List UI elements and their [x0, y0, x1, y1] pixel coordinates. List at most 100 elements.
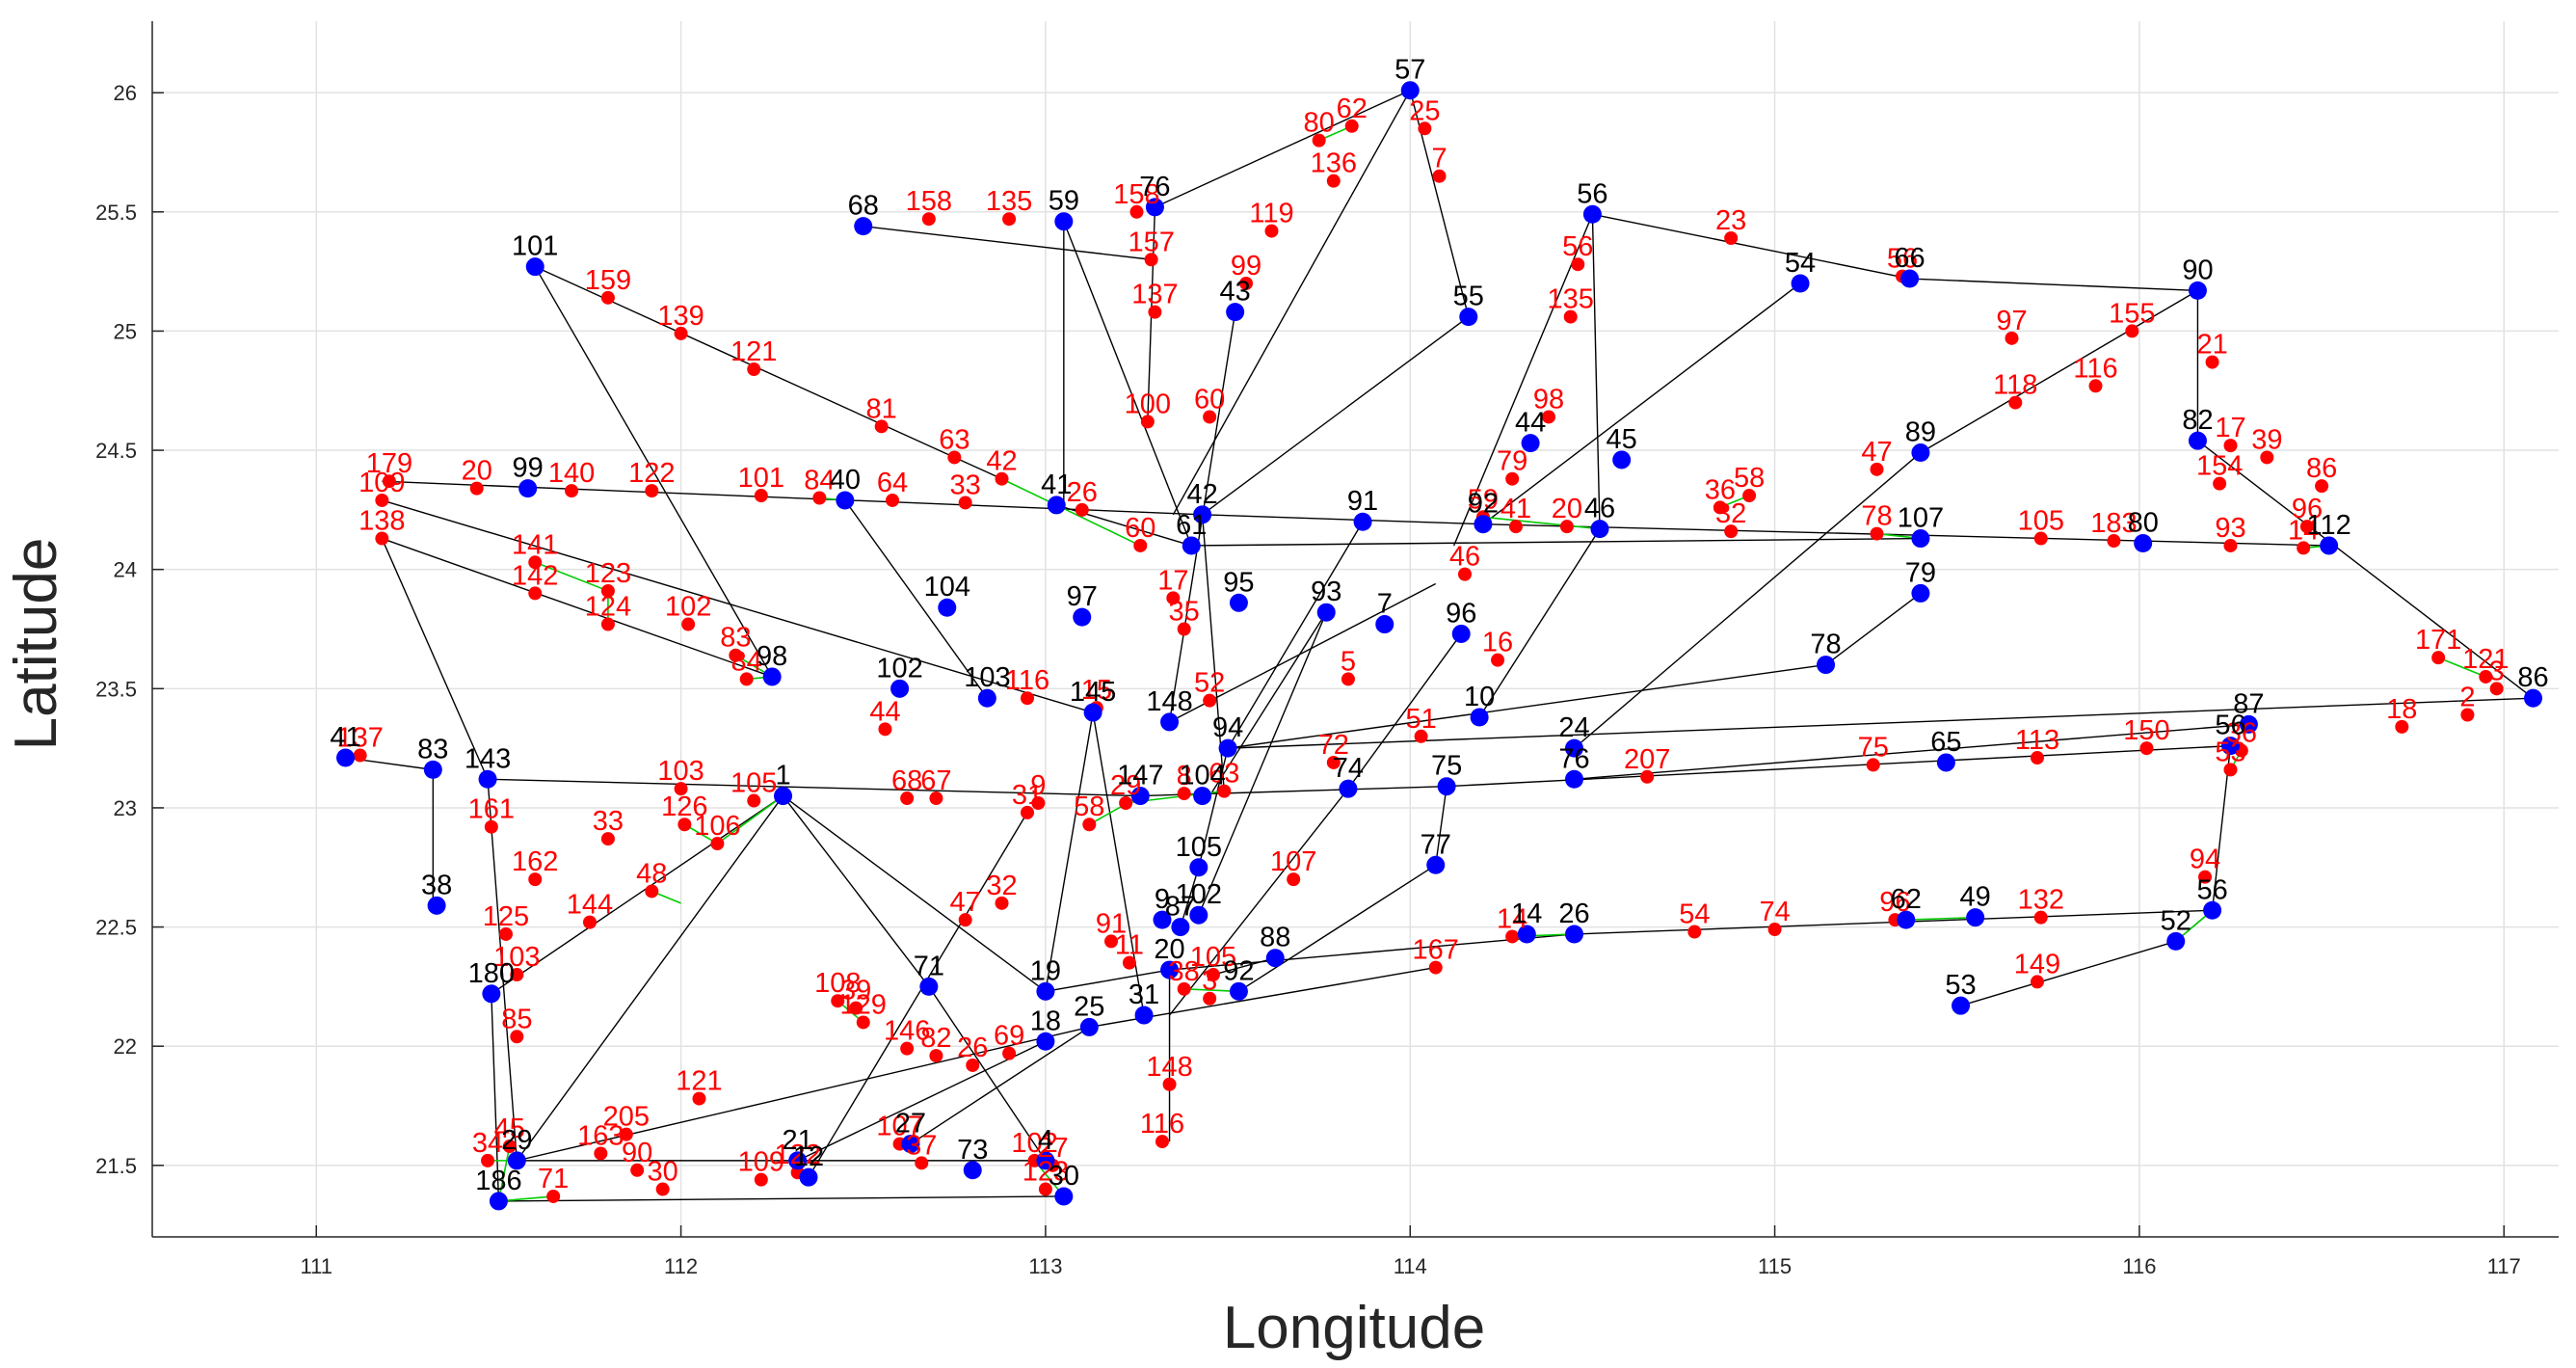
primary-node-point	[1451, 624, 1471, 643]
secondary-node-label: 116	[1140, 1109, 1184, 1140]
secondary-node-point	[1505, 929, 1520, 944]
link-line	[2437, 657, 2486, 678]
secondary-node-point	[849, 1001, 863, 1015]
secondary-node-point	[1312, 133, 1326, 148]
primary-node-label: 49	[1960, 882, 1991, 913]
secondary-node-point	[754, 489, 768, 503]
primary-nodes	[336, 81, 2543, 1211]
y-tick-label: 24.5	[95, 439, 137, 463]
secondary-node-label: 116	[1005, 665, 1049, 696]
secondary-node-label: 207	[1624, 744, 1670, 775]
edge-line	[1347, 633, 1462, 790]
secondary-node-label: 72	[1318, 730, 1349, 761]
primary-node-label: 89	[1905, 417, 1936, 448]
edge-line	[1045, 969, 1170, 993]
secondary-node-point	[747, 793, 761, 808]
secondary-node-label: 101	[738, 463, 784, 494]
link-line	[1055, 504, 1141, 547]
secondary-node-point	[1264, 224, 1279, 238]
secondary-node-point	[739, 672, 754, 686]
secondary-node-point	[1505, 471, 1520, 486]
secondary-node-label: 154	[2196, 451, 2243, 482]
edge-line	[516, 795, 784, 1162]
primary-node-point	[1130, 787, 1150, 806]
primary-node-label: 68	[848, 191, 879, 222]
primary-node-point	[1791, 274, 1810, 293]
secondary-node-label: 140	[548, 458, 595, 489]
secondary-node-label: 26	[1067, 477, 1098, 508]
y-tick-label: 22.5	[95, 916, 137, 940]
secondary-node-point	[1767, 923, 1782, 937]
primary-node-point	[336, 748, 356, 767]
secondary-node-point	[469, 481, 484, 496]
y-tick-label: 24	[114, 558, 137, 582]
secondary-node-label: 102	[1011, 1128, 1057, 1159]
primary-node-label: 31	[1129, 979, 1159, 1010]
edge-line	[1172, 90, 1411, 516]
secondary-node-point	[1129, 204, 1144, 219]
primary-node-point	[1565, 769, 1583, 789]
primary-node-point	[507, 1151, 526, 1170]
secondary-node-point	[921, 212, 936, 227]
secondary-node-label: 105	[1190, 942, 1236, 973]
secondary-node-point	[812, 491, 827, 505]
primary-node-point	[1900, 269, 1920, 288]
edge-line	[1228, 697, 2534, 749]
secondary-node-point	[1508, 520, 1523, 534]
secondary-node-point	[2395, 719, 2409, 734]
primary-node-label: 56	[2215, 711, 2245, 741]
primary-node-point	[1054, 1187, 1074, 1206]
secondary-node-label: 103	[657, 756, 704, 787]
secondary-node-point	[2030, 975, 2044, 989]
primary-node-label: 80	[2128, 507, 2159, 538]
secondary-node-point	[1206, 968, 1220, 982]
x-tick-label: 115	[1758, 1254, 1792, 1278]
primary-node-point	[482, 984, 501, 1004]
secondary-node-point	[754, 1172, 768, 1187]
primary-node-label: 25	[1074, 991, 1104, 1022]
secondary-node-label: 167	[1413, 935, 1459, 966]
primary-node-point	[2203, 900, 2222, 920]
primary-node-point	[1189, 905, 1208, 925]
primary-node-point	[478, 769, 497, 789]
primary-node-point	[1952, 996, 1971, 1015]
secondary-node-point	[1344, 119, 1359, 133]
secondary-node-label: 58	[1074, 791, 1104, 822]
secondary-node-label: 56	[1562, 231, 1593, 262]
secondary-node-point	[2223, 538, 2238, 552]
secondary-node-point	[915, 1156, 929, 1170]
secondary-node-label: 102	[665, 592, 711, 623]
secondary-node-label: 121	[676, 1066, 722, 1097]
secondary-node-label: 34	[472, 1128, 503, 1159]
secondary-node-point	[692, 1091, 706, 1106]
secondary-node-label: 93	[2215, 513, 2245, 544]
secondary-node-point	[1542, 410, 1556, 424]
primary-node-point	[1182, 536, 1201, 555]
edge-line	[1198, 611, 1327, 916]
primary-node-point	[919, 977, 939, 996]
secondary-node-label: 98	[1533, 384, 1564, 415]
secondary-node-label: 96	[1879, 887, 1910, 918]
secondary-node-label: 60	[1125, 513, 1155, 544]
edge-line	[2197, 440, 2534, 699]
primary-node-point	[2524, 688, 2543, 708]
secondary-node-label: 82	[920, 1023, 951, 1054]
secondary-node-label: 20	[462, 456, 492, 487]
secondary-node-point	[681, 617, 696, 631]
primary-node-point	[1375, 615, 1394, 634]
secondary-node-label: 78	[1861, 501, 1892, 532]
secondary-node-point	[1217, 784, 1232, 798]
primary-node-point	[1160, 960, 1180, 979]
primary-node-point	[799, 1167, 818, 1187]
primary-node-label: 38	[421, 870, 452, 900]
secondary-node-label: 155	[2109, 298, 2155, 329]
secondary-node-point	[2008, 395, 2023, 410]
secondary-node-point	[600, 832, 615, 846]
secondary-node-label: 137	[336, 723, 383, 754]
primary-node-label: 24	[1558, 712, 1589, 743]
secondary-node-point	[1133, 538, 1148, 552]
x-tick-label: 117	[2487, 1254, 2521, 1278]
edge-line	[1482, 282, 1801, 525]
secondary-node-point	[630, 1163, 645, 1177]
